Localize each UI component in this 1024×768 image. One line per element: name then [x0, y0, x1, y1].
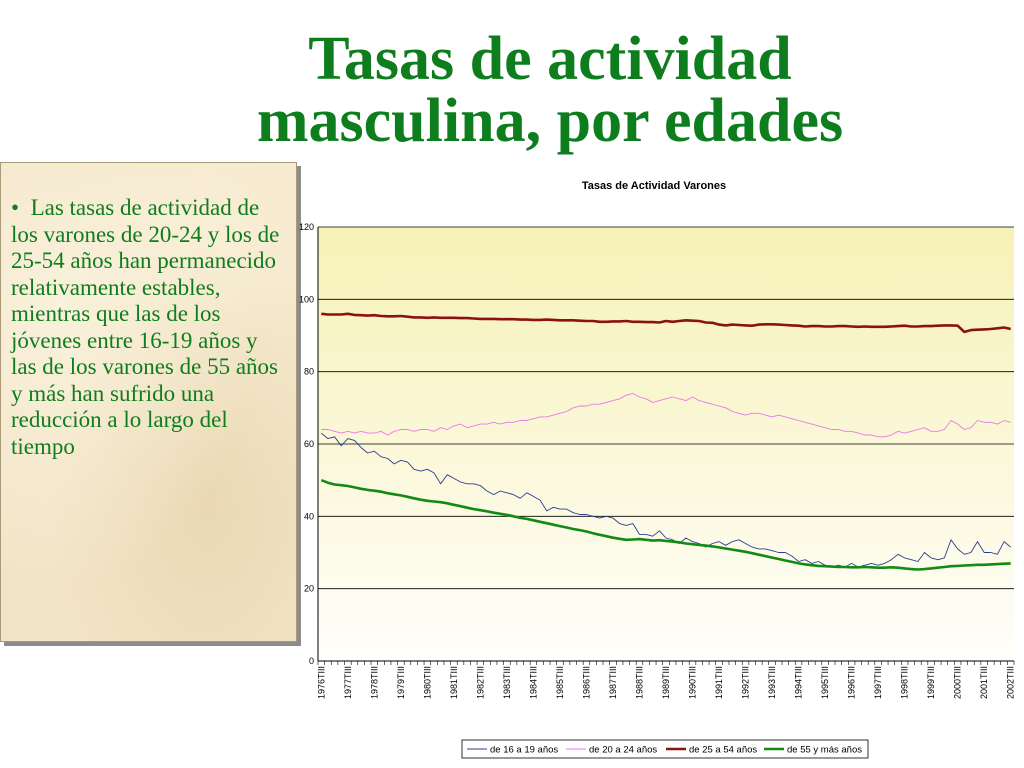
legend-label: de 25 a 54 años: [689, 745, 757, 756]
text-box: • Las tasas de actividad de los varones …: [0, 162, 297, 642]
y-tick-label: 60: [304, 439, 314, 449]
legend-box: [461, 739, 869, 759]
x-tick-label: 1983TIII: [502, 666, 512, 699]
x-tick-label: 1999TIII: [926, 666, 936, 699]
x-tick-label: 1978TIII: [369, 666, 379, 699]
x-tick-label: 2000TIII: [953, 666, 963, 699]
x-tick-label: 1979TIII: [396, 666, 406, 699]
y-tick-label: 80: [304, 367, 314, 377]
x-tick-label: 1981TIII: [449, 666, 459, 699]
bullet-paragraph: • Las tasas de actividad de los varones …: [11, 195, 283, 460]
series-line: [321, 392, 1011, 438]
x-tick-label: 1985TIII: [555, 666, 565, 699]
slide-title-line-1: Tasas de actividad: [308, 25, 792, 93]
x-tick-label: 1995TIII: [820, 666, 830, 699]
bullet-text: Las tasas de actividad de los varones de…: [11, 195, 280, 459]
legend-label: de 55 y más años: [787, 745, 862, 756]
x-tick-label: 1987TIII: [608, 666, 618, 699]
x-tick-label: 2001TIII: [979, 666, 989, 699]
x-tick-label: 1976TIII: [316, 666, 326, 699]
bullet-marker: •: [11, 195, 20, 220]
slide-title-line-2: masculina, por edades: [256, 87, 844, 155]
y-tick-label: 20: [304, 584, 314, 594]
slide-title: Tasas de actividad masculina, por edades: [150, 28, 950, 152]
series-lines: [320, 312, 1011, 571]
axes: 0 20 40 60 80 100 120 1976TIII 1977TIII 1978TIII 1…: [299, 222, 1016, 699]
y-tick-label: 100: [299, 294, 314, 304]
x-tick-label: 1998TIII: [900, 666, 910, 699]
x-tick-label: 2002TIII: [1006, 666, 1016, 699]
x-tick-label: 1997TIII: [873, 666, 883, 699]
x-tick-label: 1991TIII: [714, 666, 724, 699]
x-tick-label: 1994TIII: [794, 666, 804, 699]
x-tick-label: 1984TIII: [528, 666, 538, 699]
x-tick-label: 1992TIII: [741, 666, 751, 699]
y-tick-label: 0: [309, 656, 314, 666]
y-tick-label: 120: [299, 222, 314, 232]
x-tick-label: 1989TIII: [661, 666, 671, 699]
x-tick-label: 1982TIII: [475, 666, 485, 699]
x-tick-label: 1977TIII: [343, 666, 353, 699]
x-tick-label: 1986TIII: [581, 666, 591, 699]
series-line: [321, 432, 1011, 568]
x-tick-label: 1996TIII: [847, 666, 857, 699]
x-tick-label: 1980TIII: [422, 666, 432, 699]
series-line: [321, 312, 1011, 334]
gridlines: [318, 226, 1014, 590]
x-tick-label: 1988TIII: [634, 666, 644, 699]
legend-label: de 16 a 19 años: [490, 745, 558, 756]
legend-label: de 20 a 24 años: [589, 745, 657, 756]
x-tick-label: 1993TIII: [767, 666, 777, 699]
legend: de 16 a 19 años de 20 a 24 años de 25 a 54…: [461, 739, 869, 759]
y-tick-label: 40: [304, 511, 314, 521]
x-tick-label: 1990TIII: [688, 666, 698, 699]
chart-title: Tasas de Actividad Varones: [582, 180, 726, 192]
series-line: [320, 478, 1011, 571]
